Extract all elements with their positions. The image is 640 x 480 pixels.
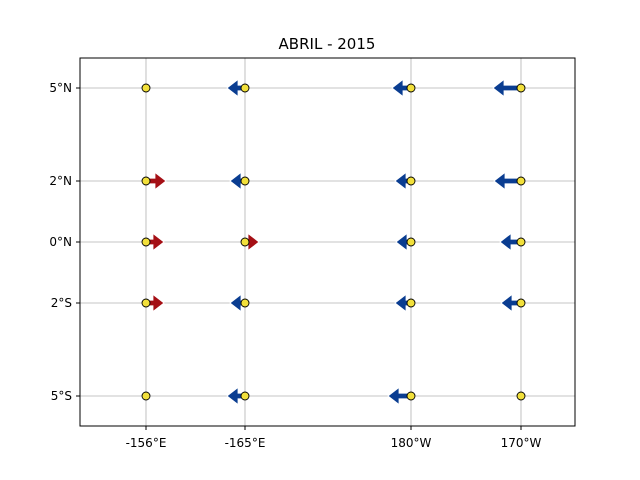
buoy-station-marker <box>406 237 416 247</box>
y-tick-label: 0°N <box>49 235 72 249</box>
y-tick-label: 2°N <box>49 174 72 188</box>
y-tick-label: 2°S <box>51 296 72 310</box>
buoy-station-marker <box>141 391 151 401</box>
buoy-station-marker <box>406 83 416 93</box>
buoy-station-marker <box>516 176 526 186</box>
map-frame <box>79 57 576 427</box>
x-tick-label: 170°W <box>501 436 542 450</box>
buoy-station-marker <box>516 237 526 247</box>
buoy-station-marker <box>240 237 250 247</box>
buoy-station-marker <box>516 391 526 401</box>
buoy-station-marker <box>406 391 416 401</box>
buoy-station-marker <box>141 237 151 247</box>
x-tick-label: -165°E <box>225 436 266 450</box>
buoy-station-marker <box>240 391 250 401</box>
buoy-station-marker <box>240 298 250 308</box>
buoy-station-marker <box>516 83 526 93</box>
buoy-station-marker <box>406 298 416 308</box>
buoy-station-marker <box>516 298 526 308</box>
y-tick-label: 5°S <box>51 389 72 403</box>
buoy-station-marker <box>406 176 416 186</box>
map-title: ABRIL - 2015 <box>279 35 376 53</box>
latitude-axis: 5°N 2°N 0°N 2°S 5°S <box>49 81 80 403</box>
x-tick-label: -156°E <box>126 436 167 450</box>
buoy-station-marker <box>141 83 151 93</box>
x-tick-label: 180°W <box>391 436 432 450</box>
buoy-station-marker <box>141 176 151 186</box>
buoy-station-marker <box>240 176 250 186</box>
buoy-station-marker <box>240 83 250 93</box>
longitude-axis: -156°E -165°E 180°W 170°W <box>126 426 542 450</box>
y-tick-label: 5°N <box>49 81 72 95</box>
buoy-stations <box>141 83 526 401</box>
current-vectors <box>145 78 522 406</box>
buoy-station-marker <box>141 298 151 308</box>
